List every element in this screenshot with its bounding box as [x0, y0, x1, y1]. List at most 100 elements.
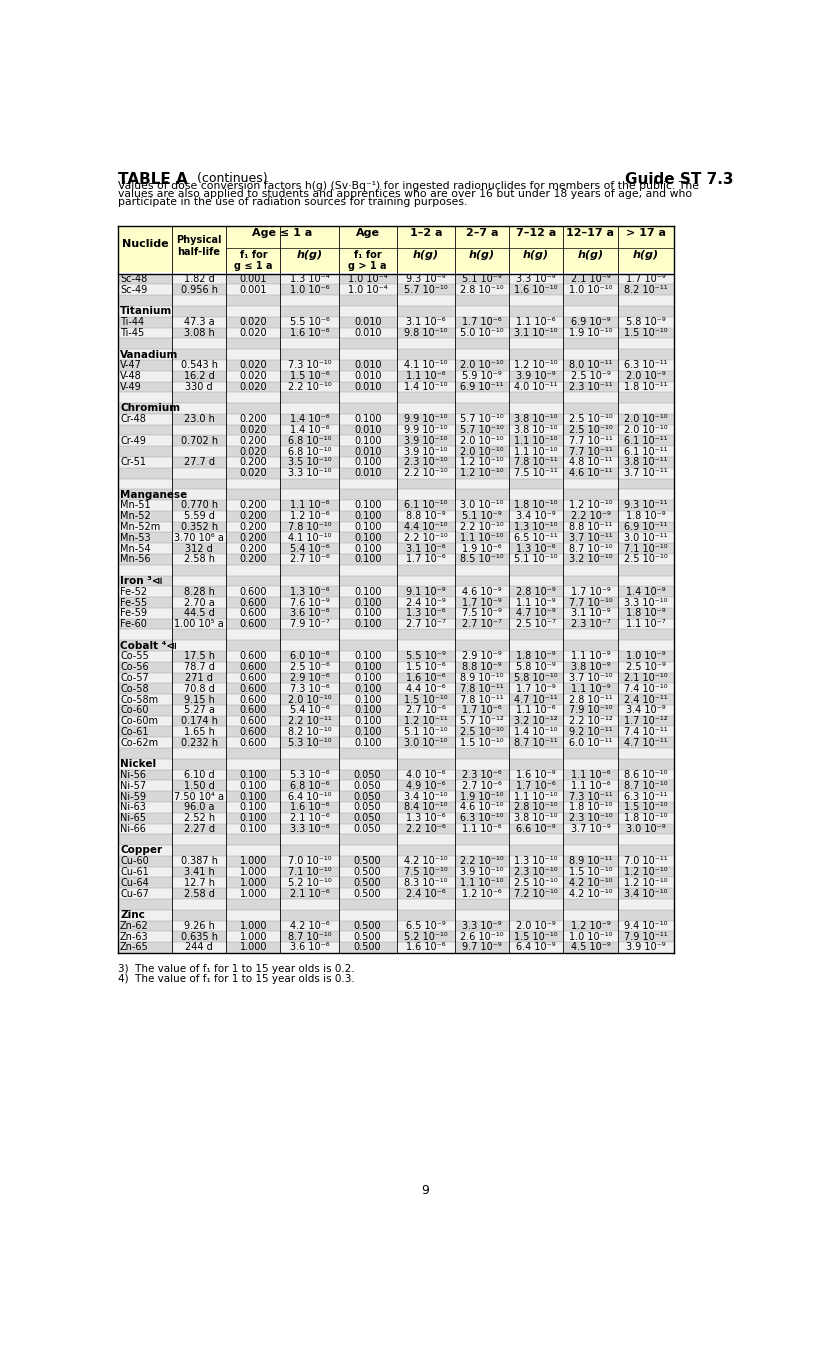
Bar — [227, 349, 281, 360]
Text: 6.9 10⁻⁹: 6.9 10⁻⁹ — [571, 318, 610, 327]
Text: 1.1 10⁻¹⁰: 1.1 10⁻¹⁰ — [515, 436, 558, 446]
Bar — [618, 662, 674, 673]
Text: 0.050: 0.050 — [354, 791, 382, 802]
Text: 7.8 10⁻¹¹: 7.8 10⁻¹¹ — [515, 457, 558, 467]
Text: Fe-59: Fe-59 — [120, 608, 147, 619]
Bar — [339, 296, 397, 307]
Text: Ni-66: Ni-66 — [120, 824, 146, 835]
Bar — [227, 296, 281, 307]
Text: Co-58: Co-58 — [120, 684, 149, 693]
Bar — [455, 403, 509, 414]
Bar — [281, 296, 339, 307]
Bar — [339, 597, 397, 608]
Text: 1.000: 1.000 — [240, 878, 267, 887]
Bar — [339, 381, 397, 392]
Text: 3.6 10⁻⁶: 3.6 10⁻⁶ — [290, 943, 330, 953]
Bar — [227, 403, 281, 414]
Bar — [172, 780, 227, 791]
Text: 0.352 h: 0.352 h — [180, 522, 217, 532]
Text: 0.200: 0.200 — [240, 544, 267, 554]
Text: Nuclide: Nuclide — [121, 239, 168, 250]
Text: 0.100: 0.100 — [354, 695, 382, 704]
Text: 1.82 d: 1.82 d — [183, 274, 214, 284]
Bar — [397, 715, 455, 726]
Bar — [564, 878, 618, 889]
Bar — [509, 554, 564, 565]
Bar — [227, 414, 281, 425]
Text: 9.1 10⁻⁹: 9.1 10⁻⁹ — [406, 586, 446, 597]
Bar — [564, 316, 618, 327]
Bar — [509, 575, 564, 586]
Text: 1.5 10⁻⁶: 1.5 10⁻⁶ — [406, 662, 446, 672]
Bar — [618, 942, 674, 953]
Bar — [281, 673, 339, 684]
Bar — [118, 532, 172, 543]
Bar — [281, 403, 339, 414]
Bar — [281, 510, 339, 521]
Text: 8.28 h: 8.28 h — [183, 586, 214, 597]
Bar — [509, 490, 564, 501]
Bar — [455, 349, 509, 360]
Text: 1.000: 1.000 — [240, 889, 267, 898]
Text: 7.3 10⁻¹¹: 7.3 10⁻¹¹ — [569, 791, 613, 802]
Bar — [118, 227, 674, 273]
Bar — [564, 565, 618, 575]
Bar — [339, 510, 397, 521]
Bar — [172, 446, 227, 457]
Bar — [118, 856, 172, 867]
Bar — [564, 704, 618, 715]
Bar — [281, 274, 339, 285]
Bar — [397, 457, 455, 468]
Text: 0.543 h: 0.543 h — [181, 361, 217, 370]
Bar — [172, 802, 227, 813]
Text: 0.600: 0.600 — [240, 619, 267, 630]
Bar — [227, 898, 281, 909]
Text: 0.100: 0.100 — [354, 597, 382, 608]
Text: 5.4 10⁻⁶: 5.4 10⁻⁶ — [290, 706, 330, 715]
Text: 2.8 10⁻¹⁰: 2.8 10⁻¹⁰ — [515, 802, 558, 813]
Text: 0.200: 0.200 — [240, 522, 267, 532]
Text: 2.2 10⁻⁶: 2.2 10⁻⁶ — [406, 824, 446, 835]
Text: 0.500: 0.500 — [354, 856, 382, 866]
Bar — [172, 403, 227, 414]
Bar — [618, 370, 674, 381]
Bar — [172, 835, 227, 845]
Bar — [339, 695, 397, 704]
Bar — [339, 813, 397, 824]
Bar — [339, 737, 397, 748]
Text: 1.2 10⁻¹⁰: 1.2 10⁻¹⁰ — [460, 457, 504, 467]
Text: 1.2 10⁻¹⁰: 1.2 10⁻¹⁰ — [624, 867, 667, 877]
Bar — [339, 479, 397, 490]
Bar — [281, 436, 339, 446]
Text: 2.52 h: 2.52 h — [183, 813, 215, 824]
Bar — [227, 791, 281, 802]
Text: 0.020: 0.020 — [240, 446, 267, 456]
Text: Mn-53: Mn-53 — [120, 533, 151, 543]
Text: 3.3 10⁻¹⁰: 3.3 10⁻¹⁰ — [288, 468, 331, 478]
Text: 4.7 10⁻¹¹: 4.7 10⁻¹¹ — [515, 695, 558, 704]
Bar — [564, 575, 618, 586]
Text: 8.6 10⁻¹⁰: 8.6 10⁻¹⁰ — [624, 769, 667, 780]
Bar — [172, 641, 227, 651]
Text: 0.100: 0.100 — [354, 436, 382, 446]
Text: 1.1 10⁻¹⁰: 1.1 10⁻¹⁰ — [460, 533, 504, 543]
Bar — [281, 521, 339, 532]
Bar — [455, 726, 509, 737]
Text: 0.200: 0.200 — [240, 555, 267, 565]
Bar — [509, 608, 564, 619]
Text: 3.1 10⁻¹⁰: 3.1 10⁻¹⁰ — [515, 328, 558, 338]
Bar — [339, 878, 397, 889]
Bar — [172, 856, 227, 867]
Bar — [339, 824, 397, 835]
Bar — [227, 835, 281, 845]
Bar — [172, 942, 227, 953]
Bar — [227, 845, 281, 856]
Text: 7.8 10⁻¹¹: 7.8 10⁻¹¹ — [460, 695, 504, 704]
Text: 4.6 10⁻¹⁰: 4.6 10⁻¹⁰ — [460, 802, 504, 813]
Bar — [509, 316, 564, 327]
Bar — [455, 920, 509, 931]
Text: 1.2 10⁻¹⁰: 1.2 10⁻¹⁰ — [515, 361, 558, 370]
Text: 5.5 10⁻⁹: 5.5 10⁻⁹ — [406, 651, 446, 661]
Bar — [172, 381, 227, 392]
Text: 2.5 10⁻⁹: 2.5 10⁻⁹ — [570, 370, 610, 381]
